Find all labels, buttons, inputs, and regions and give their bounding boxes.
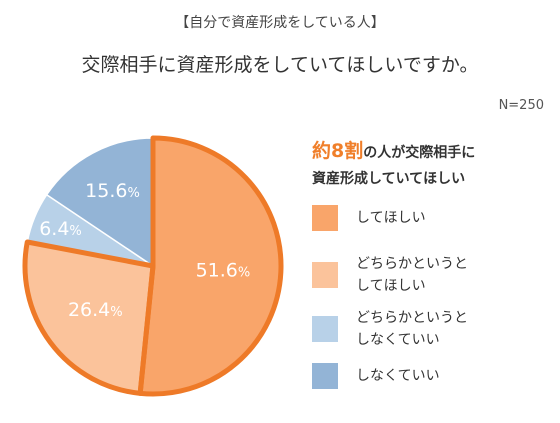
legend-item: しなくていい — [312, 363, 440, 389]
legend-item: どちらかというと してほしい — [312, 253, 468, 297]
highlight-outline — [137, 135, 284, 397]
headline-highlight: 約8割 — [312, 140, 364, 162]
legend-label: どちらかというと しなくていい — [356, 310, 468, 348]
highlight-outline — [22, 239, 156, 396]
sample-size: N=250 — [498, 98, 544, 113]
legend-label: どちらかというと してほしい — [356, 256, 468, 294]
legend-swatch — [312, 363, 338, 389]
pie-slice — [45, 137, 154, 268]
slice-value-label: 6.4% — [39, 218, 82, 240]
chart-title: 交際相手に資産形成をしていてほしいですか。 — [81, 54, 479, 76]
legend-swatch — [312, 205, 338, 231]
legend-swatch — [312, 316, 338, 342]
slice-value-label: 51.6% — [196, 260, 251, 282]
headline-line-1: 約8割の人が交際相手に — [312, 138, 552, 166]
pie-chart: 51.6% 26.4% 6.4%15.6% — [22, 135, 284, 397]
legend-item: してほしい — [312, 205, 426, 231]
headline-line-2: 資産形成していてほしい — [312, 171, 466, 187]
headline-line1-rest: の人が交際相手に — [363, 145, 476, 161]
legend-label: してほしい — [356, 210, 426, 226]
legend-swatch — [312, 262, 338, 288]
slice-value-label: 26.4% — [68, 299, 123, 321]
legend-label: しなくていい — [356, 368, 440, 384]
headline: 約8割の人が交際相手に 資産形成していてほしい — [312, 138, 552, 192]
chart-subtitle: 【自分で資産形成をしている人】 — [175, 15, 385, 31]
slice-value-label: 15.6% — [85, 180, 140, 202]
legend-item: どちらかというと しなくていい — [312, 307, 468, 351]
